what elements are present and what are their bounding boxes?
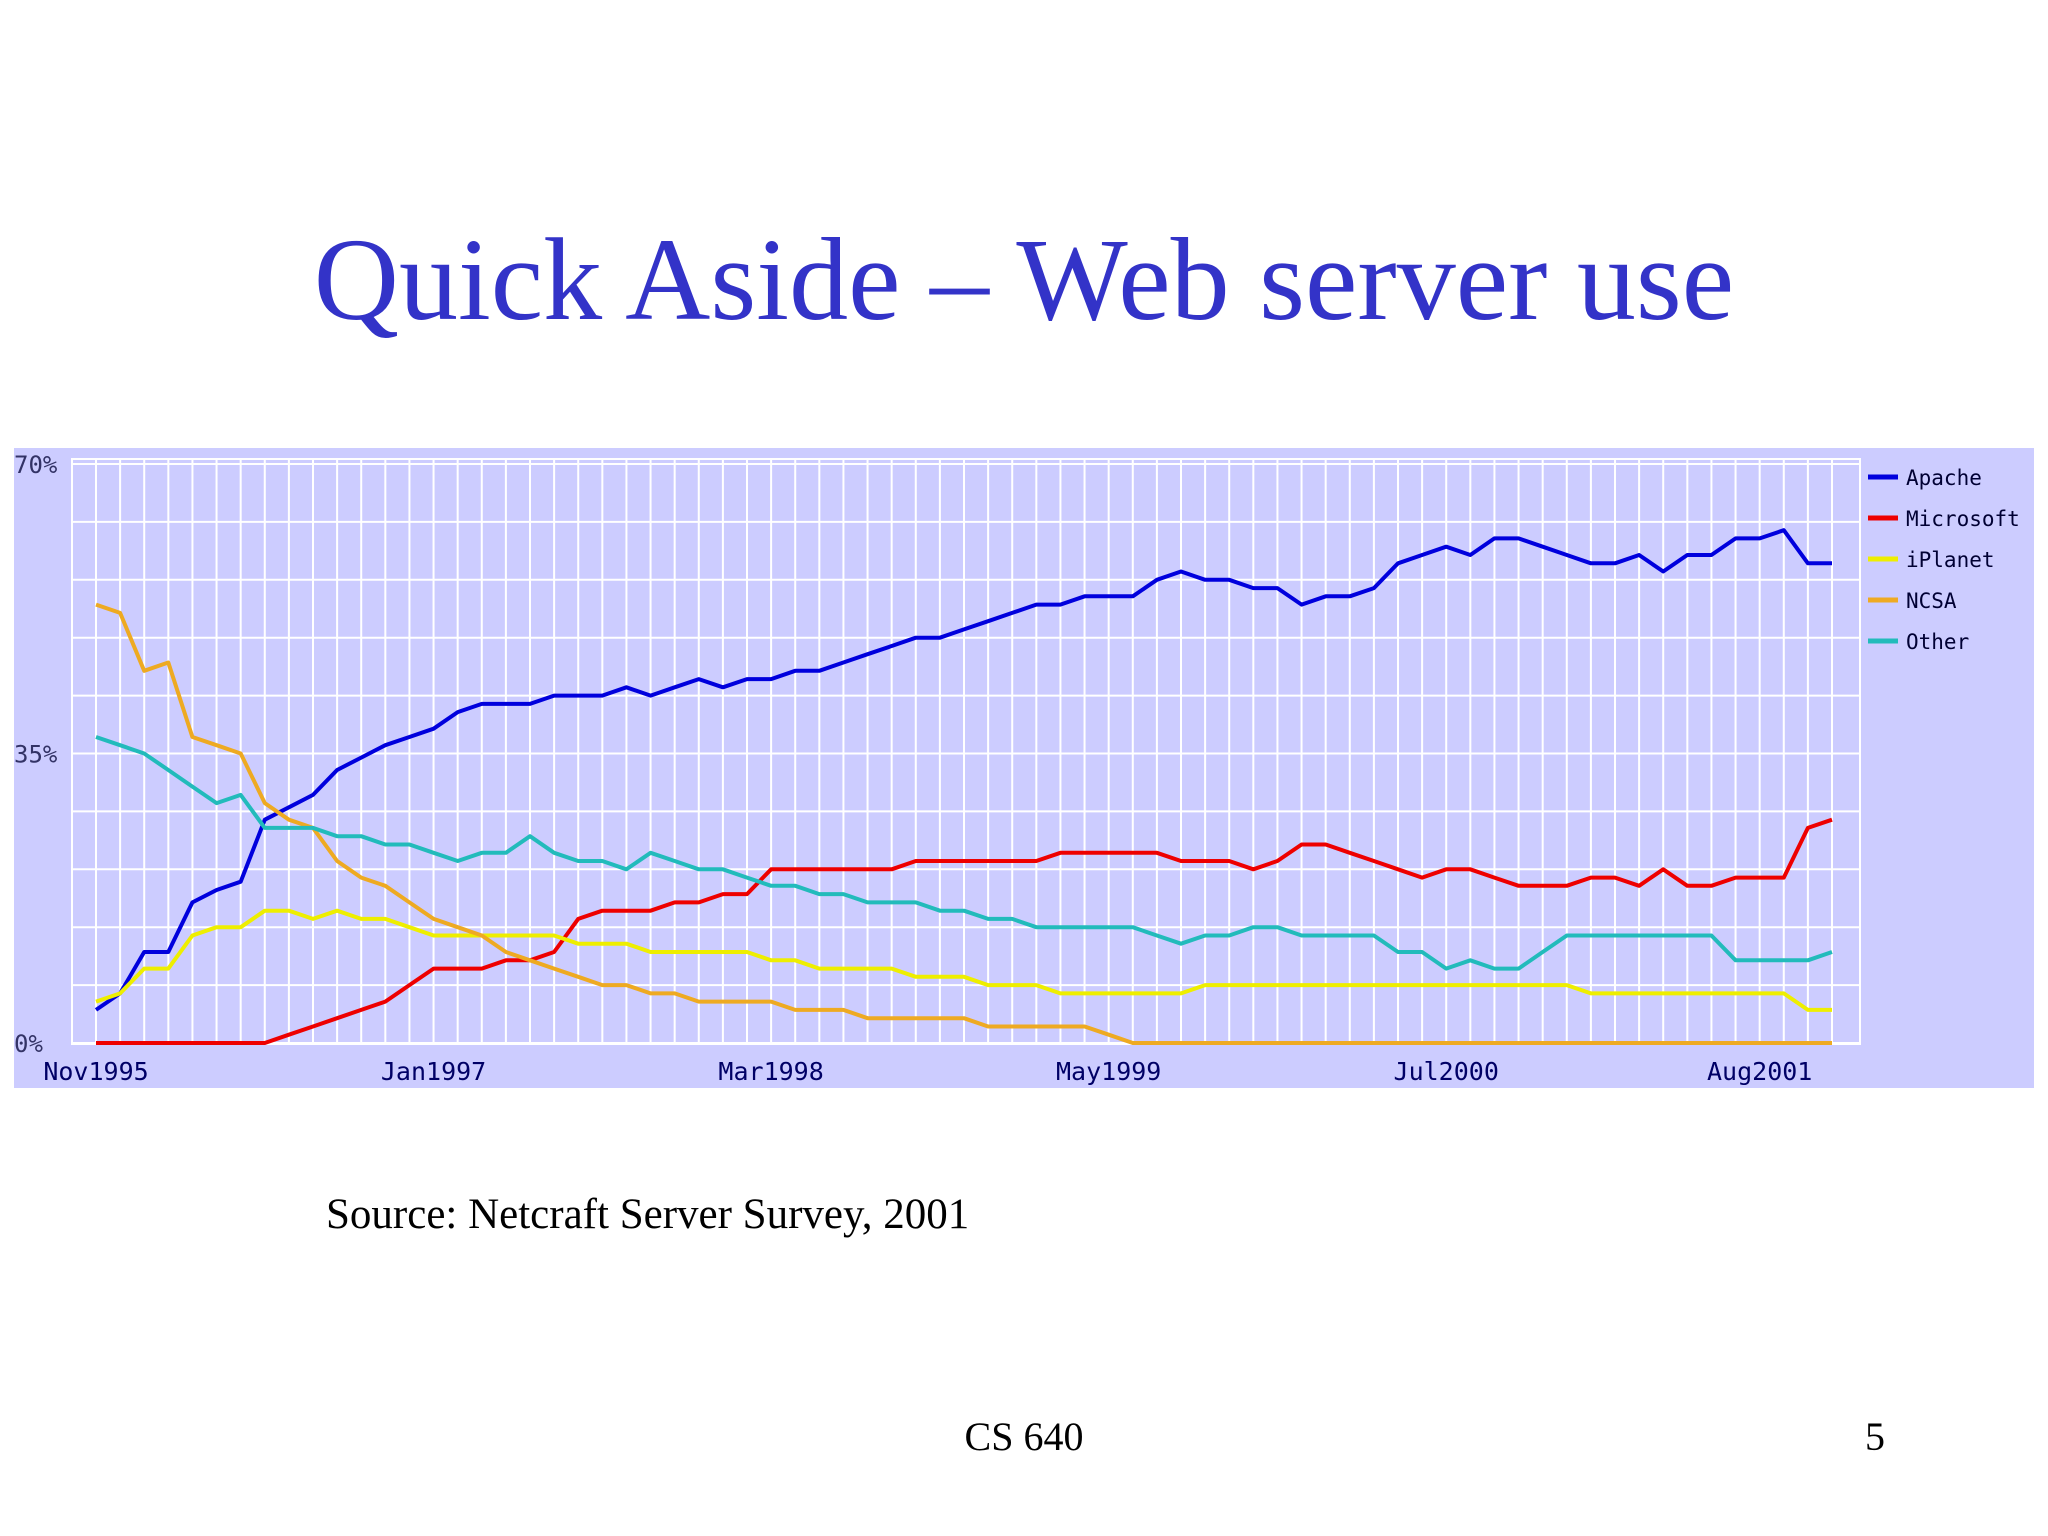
x-tick-label: Jan1997 (381, 1057, 486, 1086)
source-caption: Source: Netcraft Server Survey, 2001 (326, 1191, 970, 1238)
axis-labels: 0% 35% 70% Nov1995 Jan1997 Mar1998 May1999 Jul2… (14, 451, 1812, 1086)
y-tick-label: 35% (14, 741, 58, 769)
legend: Apache Microsoft iPlanet NCSA Other (1868, 466, 2020, 654)
web-server-share-chart: 0% 35% 70% Nov1995 Jan1997 Mar1998 May1999 Jul2… (14, 448, 2034, 1088)
series-line-apache (94, 528, 1832, 1012)
legend-label-apache: Apache (1906, 466, 1982, 490)
legend-label-ncsa: NCSA (1906, 589, 1957, 613)
slide-title: Quick Aside – Web server use (313, 214, 1735, 345)
x-tick-label: Nov1995 (43, 1057, 148, 1086)
x-tick-label: Jul2000 (1394, 1057, 1499, 1086)
legend-label-iplanet: iPlanet (1906, 548, 1995, 572)
footer-course: CS 640 (964, 1414, 1084, 1459)
legend-label-microsoft: Microsoft (1906, 507, 2020, 531)
series-line-ncsa (95, 602, 1832, 1045)
series-line-microsoft (96, 817, 1833, 1045)
legend-label-other: Other (1906, 630, 1969, 654)
y-tick-label: 0% (14, 1030, 43, 1058)
x-tick-label: Aug2001 (1707, 1057, 1812, 1086)
series-lines (94, 528, 1833, 1045)
series-line-other (95, 735, 1833, 971)
x-tick-label: May1999 (1056, 1057, 1161, 1086)
x-tick-label: Mar1998 (718, 1057, 823, 1086)
page-number: 5 (1865, 1414, 1885, 1459)
y-tick-label: 70% (14, 451, 58, 479)
series-line-iplanet (95, 908, 1832, 1012)
